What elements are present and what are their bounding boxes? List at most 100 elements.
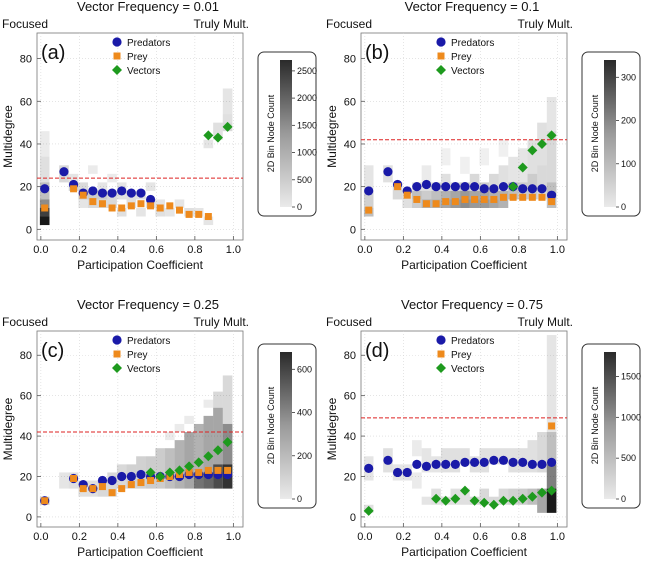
colorbar-tick-label: 2500 bbox=[297, 66, 317, 76]
prey-point bbox=[451, 198, 459, 206]
y-tick-label: 40 bbox=[20, 431, 32, 443]
prey-point bbox=[195, 210, 203, 218]
prey-point bbox=[147, 477, 155, 485]
x-tick-label: 0.2 bbox=[396, 244, 411, 256]
vectors-point bbox=[222, 437, 233, 448]
histogram-bin bbox=[222, 375, 233, 424]
panel-label: (b) bbox=[365, 42, 389, 64]
histogram-bin bbox=[498, 139, 509, 157]
histogram-bin bbox=[489, 173, 499, 191]
vectors-point bbox=[184, 461, 195, 472]
colorbar-tick-label: 300 bbox=[621, 72, 636, 82]
legend-prey-marker bbox=[113, 350, 121, 358]
histogram-bin bbox=[412, 440, 422, 457]
vectors-point bbox=[212, 445, 223, 456]
histogram-bin bbox=[155, 207, 166, 217]
x-tick-label: 0.2 bbox=[72, 244, 87, 256]
histogram-bin bbox=[39, 156, 50, 183]
x-tick-label: 0.0 bbox=[357, 244, 372, 256]
predators-point bbox=[518, 184, 528, 194]
x-tick-label: 0.4 bbox=[434, 244, 449, 256]
predators-point bbox=[136, 188, 146, 198]
predators-point bbox=[431, 182, 441, 192]
legend-label-vectors: Vectors bbox=[127, 364, 160, 375]
prey-point bbox=[70, 185, 78, 193]
predators-point bbox=[107, 188, 117, 198]
prey-point bbox=[548, 198, 556, 206]
x-axis-label: Participation Coefficient bbox=[77, 545, 204, 559]
y-tick-label: 60 bbox=[344, 96, 356, 108]
x-tick-label: 0.8 bbox=[187, 244, 202, 256]
histogram-bin bbox=[174, 199, 185, 208]
colorbar-tick-label: 2000 bbox=[297, 93, 317, 103]
prey-point bbox=[499, 193, 507, 201]
panel-d: Vector Frequency = 0.75 Focused Truly Mult… bbox=[325, 297, 641, 559]
predators-point bbox=[479, 457, 489, 467]
prey-point bbox=[548, 422, 556, 430]
prey-point bbox=[204, 466, 212, 474]
colorbar-gradient bbox=[604, 352, 616, 499]
vectors-point bbox=[527, 145, 538, 156]
y-tick-label: 60 bbox=[20, 96, 32, 108]
histogram-bin bbox=[489, 190, 499, 200]
panel-label: (a) bbox=[41, 42, 65, 64]
prey-point bbox=[108, 489, 116, 497]
predators-point bbox=[107, 475, 117, 486]
predators-point bbox=[40, 184, 50, 194]
x-tick-label: 0.6 bbox=[473, 244, 488, 256]
histogram-bin bbox=[78, 199, 89, 208]
histogram-bin bbox=[203, 139, 214, 149]
colorbar-gradient bbox=[280, 352, 292, 499]
y-tick-label: 20 bbox=[344, 471, 356, 483]
legend-vectors-marker bbox=[112, 363, 122, 373]
predators-point bbox=[469, 182, 480, 192]
prey-point bbox=[70, 475, 78, 483]
colorbar-label: 2D Bin Node Count bbox=[266, 94, 276, 172]
prey-point bbox=[204, 213, 212, 221]
histogram-bin bbox=[213, 391, 223, 408]
y-tick-label: 40 bbox=[344, 139, 356, 151]
vectors-point bbox=[450, 493, 461, 504]
predators-point bbox=[402, 467, 412, 478]
vectors-point bbox=[527, 491, 538, 502]
prey-point bbox=[89, 198, 97, 206]
predators-point bbox=[508, 457, 518, 467]
colorbar-tick-label: 0 bbox=[621, 202, 626, 212]
predators-point bbox=[136, 469, 146, 480]
colorbar-label: 2D Bin Node Count bbox=[590, 386, 600, 464]
histogram-bin bbox=[165, 432, 175, 441]
histogram-bin bbox=[527, 440, 538, 473]
legend-predators-marker bbox=[112, 37, 122, 47]
y-axis-label: Multidegree bbox=[325, 105, 339, 168]
x-axis-label: Participation Coefficient bbox=[77, 258, 204, 272]
histogram-bin bbox=[107, 199, 117, 208]
histogram-bin bbox=[165, 207, 175, 217]
vectors-point bbox=[488, 499, 499, 510]
histogram-bin bbox=[489, 199, 499, 208]
colorbar-tick-label: 500 bbox=[621, 453, 636, 463]
y-tick-label: 0 bbox=[350, 512, 356, 524]
predators-point bbox=[126, 471, 136, 482]
prey-point bbox=[185, 468, 193, 476]
histogram-bin bbox=[363, 190, 374, 208]
focused-annotation: Focused bbox=[2, 315, 48, 329]
truly-mult-annotation: Truly Mult. bbox=[517, 315, 573, 329]
vectors-point bbox=[193, 457, 204, 468]
predators-point bbox=[364, 463, 374, 474]
predators-point bbox=[126, 188, 136, 198]
histogram-bin bbox=[479, 488, 490, 505]
histogram-bin bbox=[421, 165, 432, 183]
predators-point bbox=[469, 457, 480, 467]
histogram-bin bbox=[59, 472, 69, 489]
histogram-bin bbox=[97, 182, 108, 191]
y-tick-label: 80 bbox=[344, 350, 356, 362]
prey-point bbox=[509, 193, 517, 201]
histogram-bin bbox=[469, 190, 480, 200]
x-tick-label: 0.6 bbox=[149, 531, 164, 543]
predators-point bbox=[421, 179, 432, 190]
prey-point bbox=[224, 466, 232, 474]
x-tick-label: 0.8 bbox=[511, 531, 526, 543]
histogram-bin bbox=[39, 216, 50, 226]
panel-title: Vector Frequency = 0.1 bbox=[405, 0, 540, 14]
histogram-bin bbox=[145, 182, 156, 191]
